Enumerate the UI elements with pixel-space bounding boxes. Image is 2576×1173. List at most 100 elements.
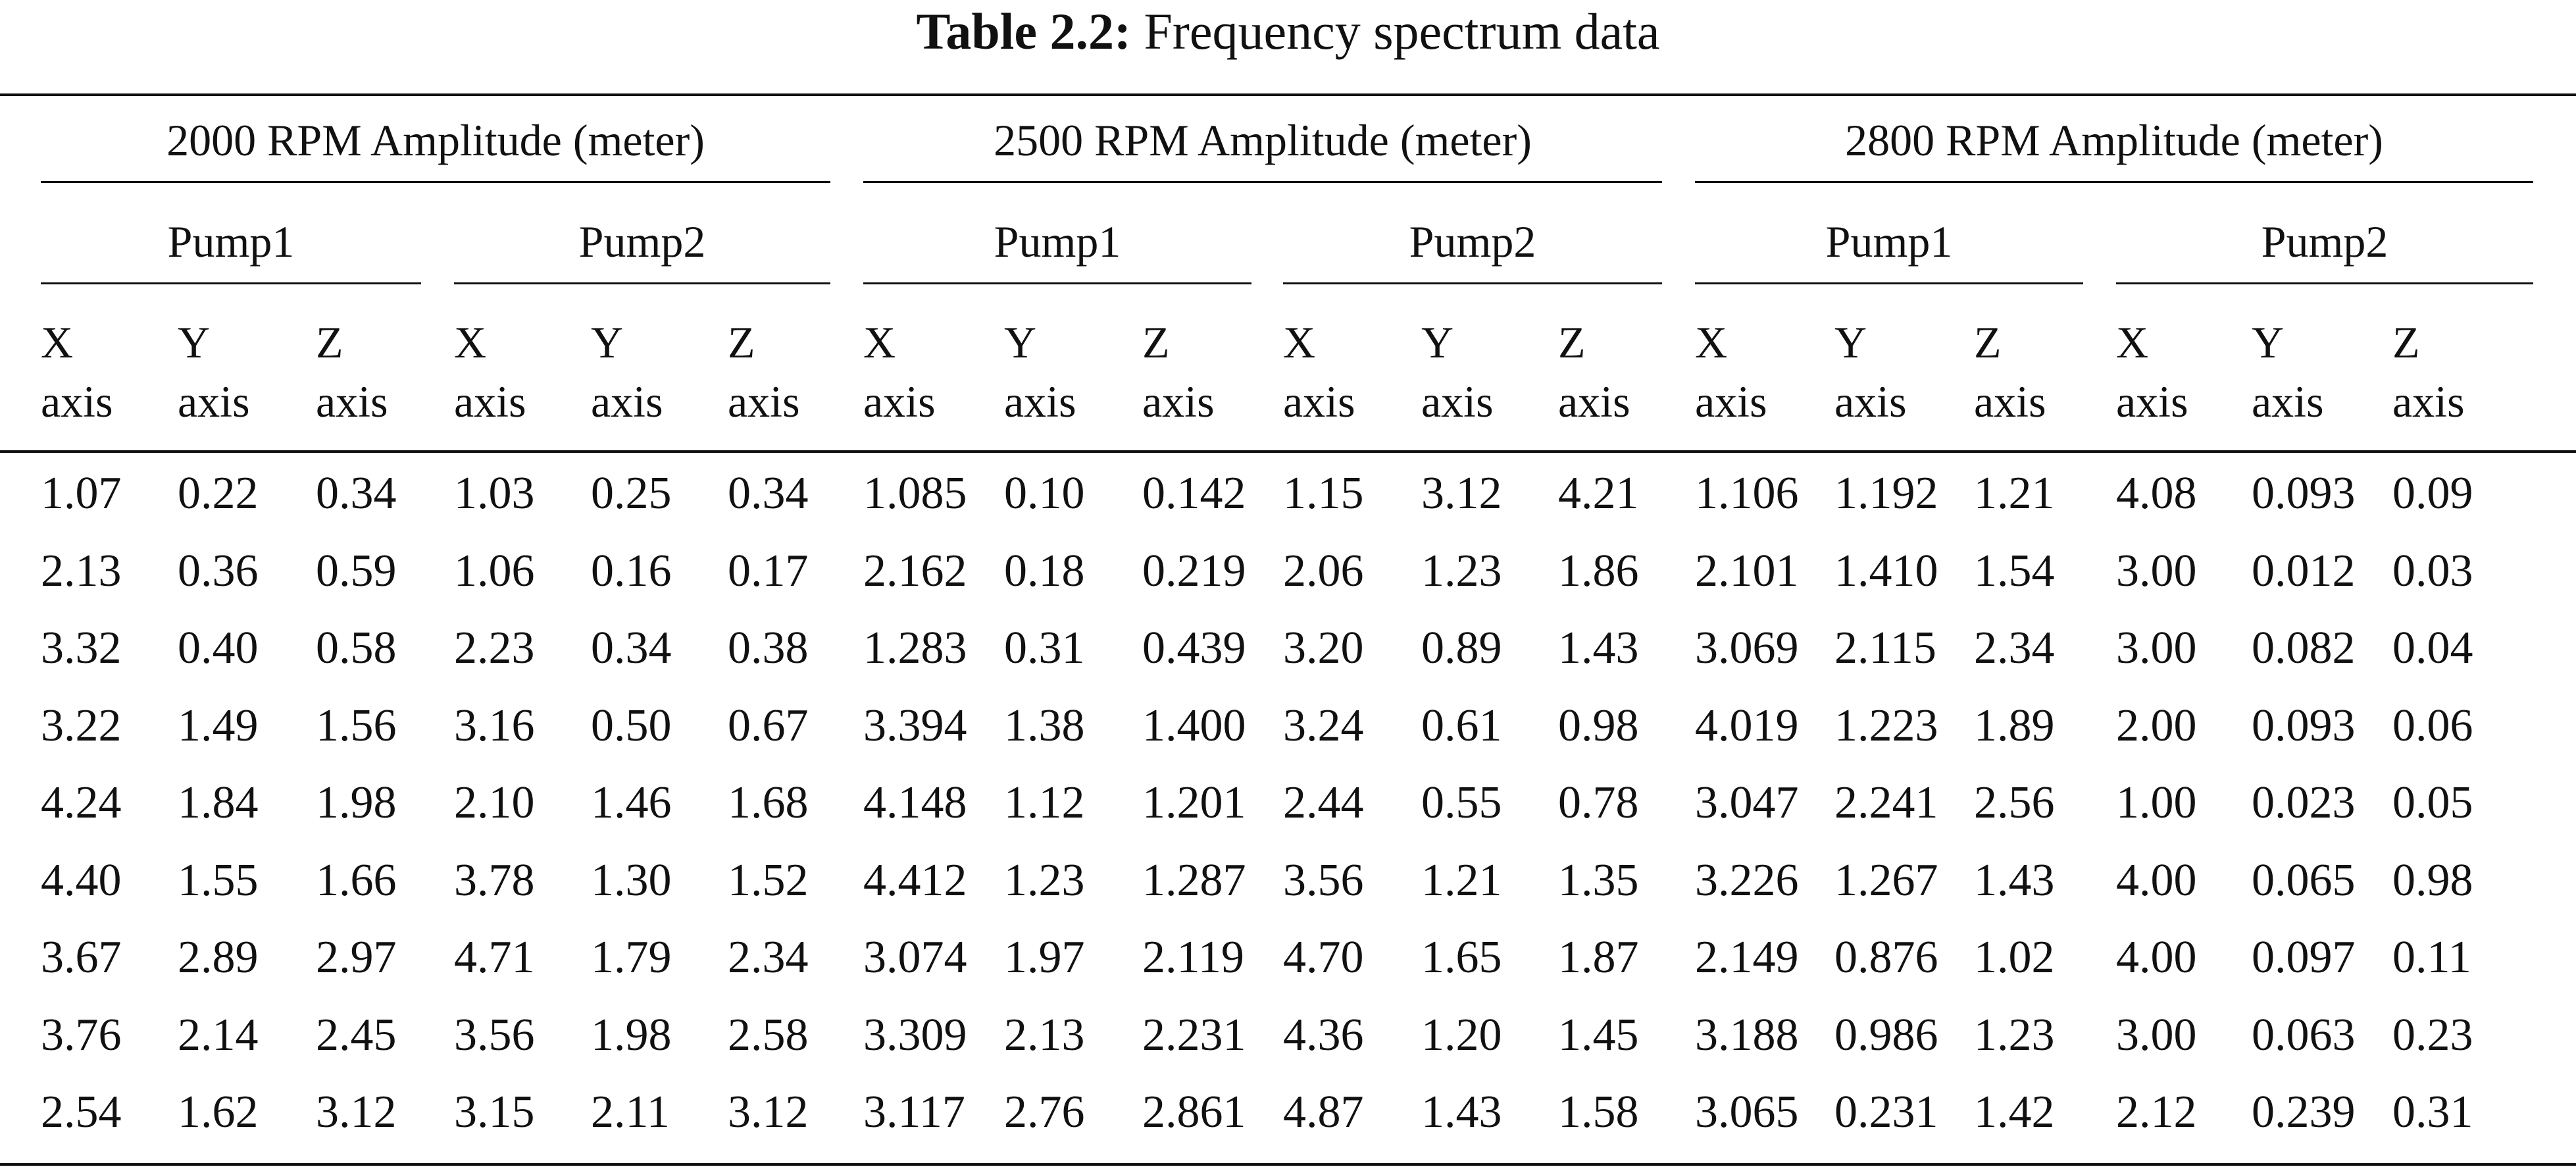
- table-cell: 0.876: [1834, 932, 1938, 983]
- table-cell: 0.98: [1558, 700, 1639, 751]
- axis-label-11-0: Z: [1558, 317, 1586, 367]
- table-cell: 0.34: [316, 468, 397, 519]
- table-cell: 1.20: [1421, 1009, 1502, 1060]
- table-cell: 2.10: [454, 777, 535, 828]
- table-cell: 1.06: [454, 545, 535, 596]
- axis-label-8-0: Z: [1142, 317, 1170, 367]
- table-cell: 0.89: [1421, 623, 1502, 673]
- table-cell: 1.49: [178, 700, 259, 751]
- table-cell: 1.223: [1834, 700, 1938, 751]
- table-cell: 0.38: [728, 623, 809, 673]
- table-cell: 0.22: [178, 468, 259, 519]
- table-cell: 1.58: [1558, 1087, 1639, 1137]
- table-cell: 3.32: [41, 623, 122, 673]
- axis-label-0-0: X: [41, 317, 74, 367]
- table-cell: 0.231: [1834, 1087, 1938, 1137]
- table-cell: 2.13: [41, 545, 122, 596]
- table-cell: 1.23: [1974, 1009, 2055, 1060]
- table-caption: Table 2.2: Frequency spectrum data: [0, 0, 2576, 86]
- axis-label-2-1: axis: [316, 377, 388, 427]
- table-cell: 3.56: [454, 1009, 535, 1060]
- axis-label-15-1: axis: [2116, 377, 2188, 427]
- table-cell: 1.21: [1421, 854, 1502, 906]
- table-cell: 1.283: [863, 623, 967, 673]
- axis-label-10-1: axis: [1421, 377, 1494, 427]
- table-cell: 2.34: [1974, 623, 2055, 673]
- table-cell: 0.34: [728, 468, 809, 519]
- table-cell: 3.24: [1283, 700, 1364, 751]
- table-cell: 1.68: [728, 777, 809, 828]
- table-cell: 1.43: [1558, 623, 1639, 673]
- table-cell: 0.04: [2392, 623, 2473, 673]
- table-bottom-rule: [0, 1163, 2576, 1166]
- table-cell: 0.093: [2252, 468, 2356, 519]
- table-cell: 1.07: [41, 468, 122, 519]
- table-cell: 3.047: [1695, 777, 1799, 828]
- pump-header-rule-1-1: [1283, 282, 1662, 284]
- axis-label-17-0: Z: [2392, 317, 2420, 367]
- table-cell: 4.08: [2116, 468, 2197, 519]
- table-cell: 1.410: [1834, 545, 1938, 596]
- pump-header-rule-0-1: [454, 282, 830, 284]
- table-cell: 2.12: [2116, 1087, 2197, 1137]
- table-cell: 1.085: [863, 468, 967, 519]
- table-cell: 0.097: [2252, 932, 2356, 983]
- table-cell: 2.89: [178, 932, 259, 983]
- table-cell: 1.42: [1974, 1087, 2055, 1137]
- table-cell: 3.76: [41, 1009, 122, 1060]
- table-cell: 1.46: [591, 777, 672, 828]
- group-header-0: 2000 RPM Amplitude (meter): [166, 115, 705, 165]
- table-cell: 1.00: [2116, 777, 2197, 828]
- group-header-rule-0: [41, 181, 830, 183]
- table-cell: 3.069: [1695, 623, 1799, 673]
- table-cell: 4.412: [863, 854, 967, 906]
- table-cell: 0.17: [728, 545, 809, 596]
- axis-label-13-0: Y: [1834, 317, 1867, 367]
- table-cell: 0.31: [2392, 1087, 2473, 1137]
- table-cell: 1.65: [1421, 932, 1502, 983]
- group-header-2: 2800 RPM Amplitude (meter): [1845, 115, 2383, 165]
- table-cell: 1.45: [1558, 1009, 1639, 1060]
- axis-label-9-0: X: [1283, 317, 1316, 367]
- table-cell: 0.11: [2392, 932, 2471, 983]
- table-cell: 3.00: [2116, 1009, 2197, 1060]
- table-cell: 1.62: [178, 1087, 259, 1137]
- table-cell: 2.45: [316, 1009, 397, 1060]
- table-cell: 2.76: [1004, 1087, 1085, 1137]
- axis-label-12-1: axis: [1695, 377, 1767, 427]
- pump-header-0-0: Pump1: [167, 217, 295, 267]
- table-cell: 0.59: [316, 545, 397, 596]
- table-cell: 4.00: [2116, 854, 2197, 906]
- table-cell: 3.226: [1695, 854, 1799, 906]
- table-cell: 0.10: [1004, 468, 1085, 519]
- table-cell: 0.36: [178, 545, 259, 596]
- axis-label-4-1: axis: [591, 377, 663, 427]
- table-cell: 2.44: [1283, 777, 1364, 828]
- axis-label-6-0: X: [863, 317, 896, 367]
- table-cell: 2.11: [591, 1087, 670, 1137]
- table-cell: 0.78: [1558, 777, 1639, 828]
- table-cell: 0.31: [1004, 623, 1085, 673]
- axis-label-16-0: Y: [2252, 317, 2285, 367]
- pump-header-0-1: Pump2: [578, 217, 706, 267]
- table-cell: 1.52: [728, 854, 809, 906]
- table-cell: 1.97: [1004, 932, 1085, 983]
- table-cell: 3.065: [1695, 1087, 1799, 1137]
- axis-label-16-1: axis: [2252, 377, 2324, 427]
- header-bottom-rule: [0, 450, 2576, 453]
- table-cell: 0.23: [2392, 1009, 2473, 1060]
- axis-label-1-0: Y: [178, 317, 211, 367]
- table-cell: 1.23: [1004, 854, 1085, 906]
- pump-header-2-0: Pump1: [1825, 217, 1953, 267]
- table-cell: 0.55: [1421, 777, 1502, 828]
- pump-header-1-1: Pump2: [1409, 217, 1536, 267]
- table-cell: 3.309: [863, 1009, 967, 1060]
- axis-label-8-1: axis: [1142, 377, 1215, 427]
- axis-label-13-1: axis: [1834, 377, 1907, 427]
- table-cell: 2.241: [1834, 777, 1938, 828]
- table-cell: 1.86: [1558, 545, 1639, 596]
- table-cell: 2.54: [41, 1087, 122, 1137]
- table-cell: 1.400: [1142, 700, 1246, 751]
- table-cell: 3.12: [316, 1087, 397, 1137]
- table-cell: 3.00: [2116, 623, 2197, 673]
